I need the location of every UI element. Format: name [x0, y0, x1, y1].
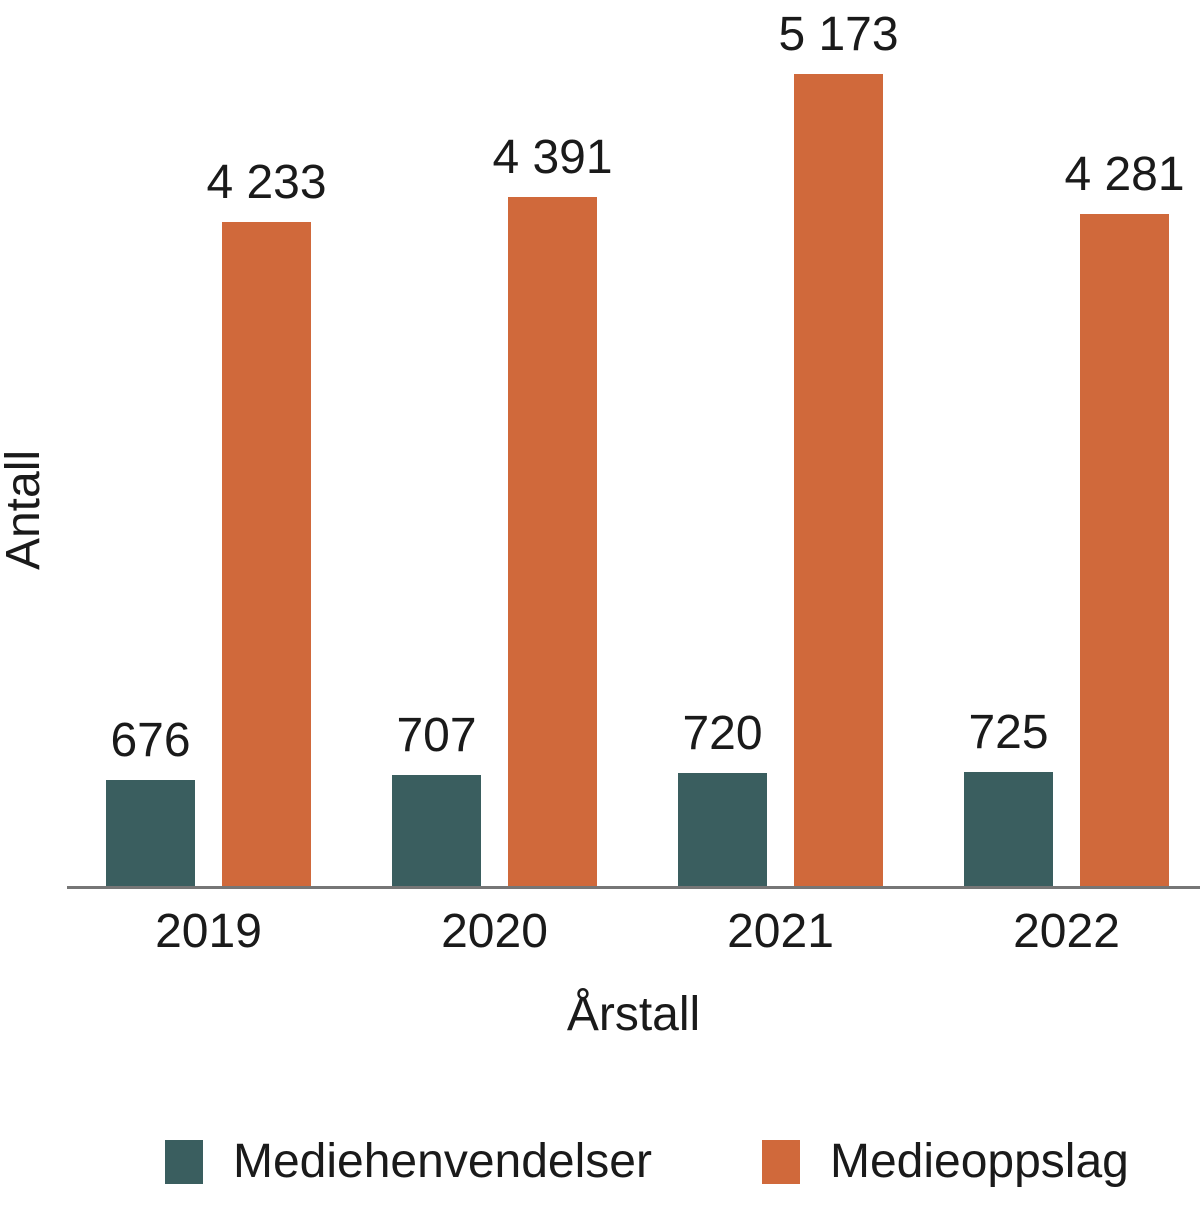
bar-column: 5 173	[778, 11, 899, 886]
bar-value-label: 4 391	[492, 131, 613, 184]
y-axis-title: Antall	[0, 449, 50, 571]
bar-mediehenvendelser-2022	[964, 772, 1053, 886]
bar-medieoppslag-2022	[1080, 214, 1169, 886]
x-tick-label-2021: 2021	[727, 905, 834, 958]
legend: Mediehenvendelser Medieoppslag	[165, 1134, 1200, 1188]
bar-value-label: 707	[396, 709, 477, 762]
bar-mediehenvendelser-2020	[392, 775, 481, 886]
legend-label-mediehenvendelser: Mediehenvendelser	[233, 1134, 652, 1188]
bar-medieoppslag-2020	[508, 197, 597, 886]
bar-column: 4 391	[492, 134, 613, 886]
bar-value-label: 725	[968, 706, 1049, 759]
bar-mediehenvendelser-2019	[106, 780, 195, 886]
x-axis-title: Årstall	[566, 988, 701, 1041]
bar-value-label: 4 233	[206, 156, 327, 209]
bar-group-2022: 725 4 281 2022	[964, 151, 1185, 956]
legend-item-mediehenvendelser: Mediehenvendelser	[165, 1134, 652, 1188]
bar-column: 725	[964, 709, 1053, 886]
bar-value-label: 720	[682, 707, 763, 760]
bar-group-2021: 720 5 173 2021	[678, 11, 899, 956]
bar-column: 707	[392, 712, 481, 886]
bar-value-label: 676	[110, 714, 191, 767]
bar-group-2020: 707 4 391 2020	[392, 134, 613, 956]
bar-mediehenvendelser-2021	[678, 773, 767, 886]
bar-medieoppslag-2019	[222, 222, 311, 886]
plot-area: 676 4 233 2019 707 4 391 2020 720 5 173 2021 725 4…	[67, 0, 1200, 956]
x-tick-label-2022: 2022	[1013, 905, 1120, 958]
x-tick-label-2019: 2019	[155, 905, 262, 958]
bar-column: 4 233	[206, 159, 327, 886]
x-tick-label-2020: 2020	[441, 905, 548, 958]
bar-value-label: 4 281	[1064, 148, 1185, 201]
bar-column: 4 281	[1064, 151, 1185, 886]
legend-item-medieoppslag: Medieoppslag	[761, 1134, 1129, 1188]
bar-value-label: 5 173	[778, 8, 899, 61]
legend-swatch-mediehenvendelser	[165, 1139, 203, 1184]
bar-column: 720	[678, 710, 767, 886]
bar-medieoppslag-2021	[794, 74, 883, 886]
legend-swatch-medieoppslag	[761, 1139, 800, 1184]
bar-group-2019: 676 4 233 2019	[106, 159, 327, 956]
legend-label-medieoppslag: Medieoppslag	[829, 1134, 1129, 1188]
bar-column: 676	[106, 717, 195, 886]
